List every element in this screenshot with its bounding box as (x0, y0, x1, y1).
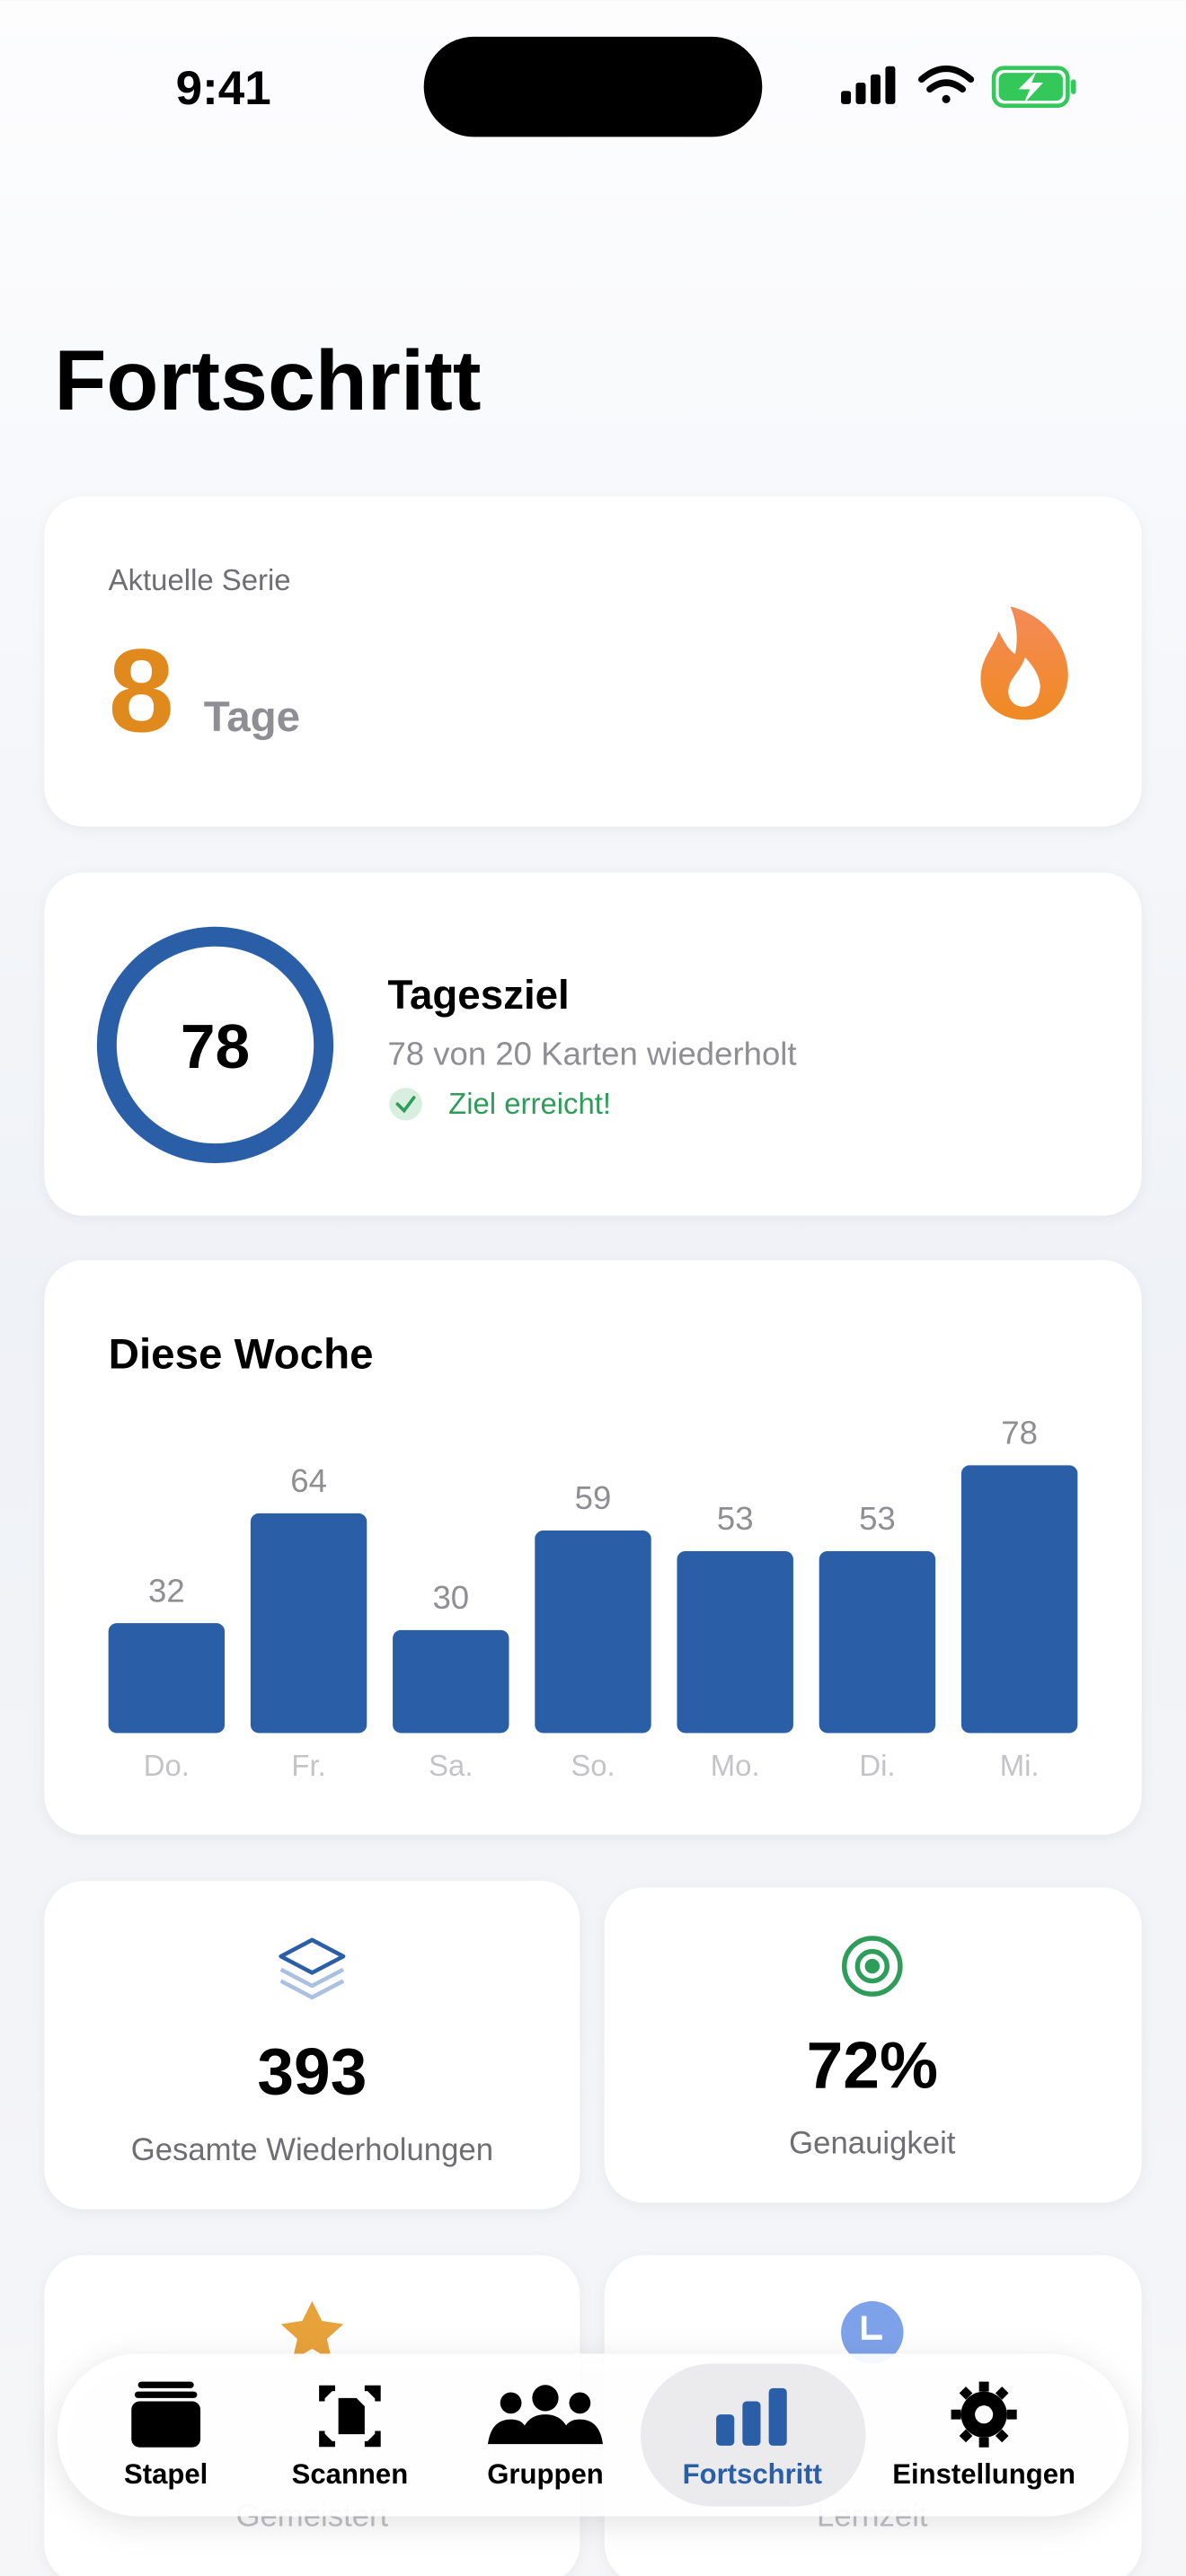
streak-card (44, 496, 1142, 827)
status-time: 9:41 (176, 62, 271, 115)
day-label: Sa. (429, 1749, 473, 1782)
star-icon (280, 2301, 344, 2360)
bar-value-label: 53 (859, 1500, 896, 1537)
wifi-icon (917, 66, 975, 103)
bar-value-label: 30 (432, 1579, 469, 1616)
week-chart: 32 Do. 64 Fr. 30 Sa. 59 So. 53 Mo. 53 Di. 78 Mi. (108, 1415, 1078, 1782)
page-title: Fortschritt (54, 333, 481, 428)
tab-label[interactable]: Gruppen (487, 2458, 604, 2490)
bar-value-label: 59 (575, 1479, 612, 1516)
day-label: Mi. (1000, 1749, 1040, 1782)
stat-value: 393 (257, 2036, 367, 2109)
bar (677, 1550, 793, 1734)
clock-hands (861, 2316, 882, 2340)
bar-value-label: 32 (148, 1572, 185, 1609)
goal-title: Tagesziel (387, 972, 569, 1018)
bar (960, 1465, 1078, 1734)
flame-icon (980, 606, 1068, 720)
streak-unit: Tage (204, 693, 300, 741)
week-title: Diese Woche (109, 1331, 374, 1379)
goal-status: Ziel erreicht! (448, 1087, 611, 1120)
signal-icon (841, 66, 896, 104)
goal-ring (96, 926, 334, 1164)
bar (393, 1629, 509, 1734)
day-label: Fr. (291, 1749, 325, 1782)
goal-card (44, 872, 1142, 1216)
streak-value: 8 (109, 624, 174, 756)
day-label: Di. (859, 1749, 895, 1782)
einstellungen-icon (951, 2381, 1017, 2448)
day-label: Do. (144, 1749, 190, 1782)
streak-label: Aktuelle Serie (109, 563, 291, 596)
bar (108, 1623, 226, 1734)
tab-label[interactable]: Einstellungen (892, 2458, 1075, 2490)
battery-icon (991, 66, 1076, 108)
stat-card (44, 1881, 580, 2210)
tab-label[interactable]: Fortschritt (683, 2458, 822, 2490)
scannen-icon (319, 2385, 381, 2448)
goal-value: 78 (181, 1011, 250, 1081)
stat-label: Gesamte Wiederholungen (131, 2133, 493, 2167)
stat-value: 72% (807, 2029, 938, 2102)
target-icon (841, 1936, 903, 1997)
day-label: Mo. (711, 1749, 760, 1782)
day-label: So. (571, 1749, 615, 1782)
bar (535, 1531, 651, 1734)
goal-subtitle: 78 von 20 Karten wiederholt (387, 1035, 796, 1072)
tab-label[interactable]: Scannen (292, 2458, 409, 2490)
gruppen-icon (487, 2385, 603, 2445)
dynamic-island (423, 36, 763, 137)
layers-icon (279, 1937, 346, 2000)
check-mark (395, 1096, 416, 1114)
bar-value-label: 53 (717, 1500, 754, 1537)
fortschritt-icon (716, 2387, 787, 2446)
bar (819, 1550, 936, 1734)
bar (250, 1513, 367, 1734)
check-icon (389, 1087, 422, 1121)
stat-label: Genauigkeit (789, 2126, 956, 2160)
tab-label[interactable]: Stapel (124, 2458, 208, 2490)
bar-value-label: 64 (290, 1462, 327, 1499)
stat-card (604, 1887, 1142, 2203)
stapel-icon (131, 2381, 201, 2448)
bar-value-label: 78 (1001, 1415, 1038, 1451)
clock-icon (841, 2301, 904, 2364)
